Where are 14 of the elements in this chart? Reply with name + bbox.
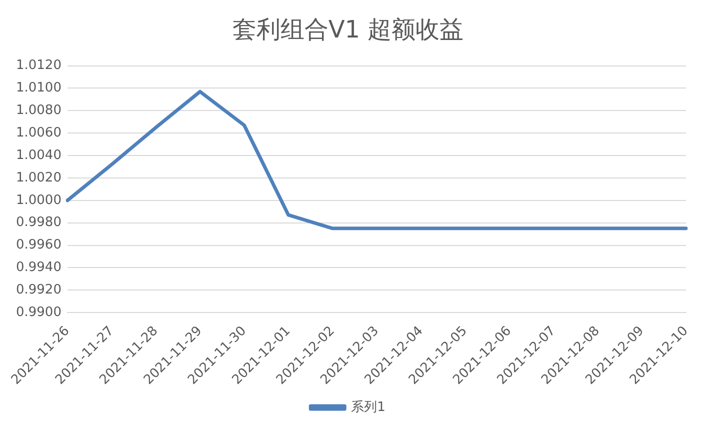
y-tick-label: 1.0080 (16, 103, 62, 118)
y-tick-label: 0.9900 (16, 304, 62, 320)
y-tick-label: 0.9920 (16, 282, 62, 298)
y-tick-label: 1.0100 (16, 80, 62, 96)
y-tick-label: 1.0060 (16, 125, 62, 140)
y-tick-label: 0.9960 (16, 238, 62, 253)
y-tick-label: 1.0040 (16, 148, 62, 163)
chart-title: 套利组合V1 超额收益 (232, 16, 464, 44)
y-tick-label: 1.0000 (16, 192, 62, 208)
y-tick-label: 1.0120 (16, 58, 62, 74)
y-tick-label: 1.0020 (16, 170, 62, 186)
legend-label: 系列1 (351, 400, 386, 415)
y-tick-label: 0.9940 (16, 260, 62, 276)
y-tick-label: 0.9980 (16, 215, 62, 230)
